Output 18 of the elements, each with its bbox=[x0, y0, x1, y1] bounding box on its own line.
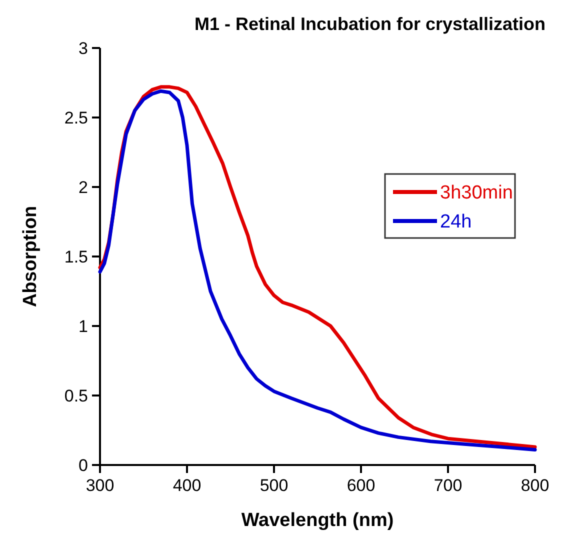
chart-title: M1 - Retinal Incubation for crystallization bbox=[194, 14, 546, 34]
y-tick-label: 1 bbox=[78, 316, 88, 336]
x-tick-label: 400 bbox=[172, 476, 202, 495]
x-tick-label: 600 bbox=[346, 476, 376, 495]
legend-label: 24h bbox=[440, 212, 472, 233]
x-axis-title: Wavelength (nm) bbox=[241, 510, 394, 531]
x-tick-label: 500 bbox=[260, 476, 288, 495]
x-tick-label: 300 bbox=[86, 476, 114, 495]
y-tick-label: 2 bbox=[78, 178, 88, 197]
y-tick-label: 1.5 bbox=[64, 247, 88, 266]
legend-label: 3h30min bbox=[440, 182, 513, 204]
y-tick-label: 2.5 bbox=[64, 108, 88, 128]
x-tick-label: 700 bbox=[434, 476, 462, 495]
y-axis-title: Absorption bbox=[20, 206, 41, 308]
y-tick-label: 0 bbox=[78, 456, 88, 475]
y-tick-label: 0.5 bbox=[64, 386, 88, 406]
x-tick-label: 800 bbox=[520, 476, 550, 495]
y-tick-label: 3 bbox=[78, 38, 88, 58]
